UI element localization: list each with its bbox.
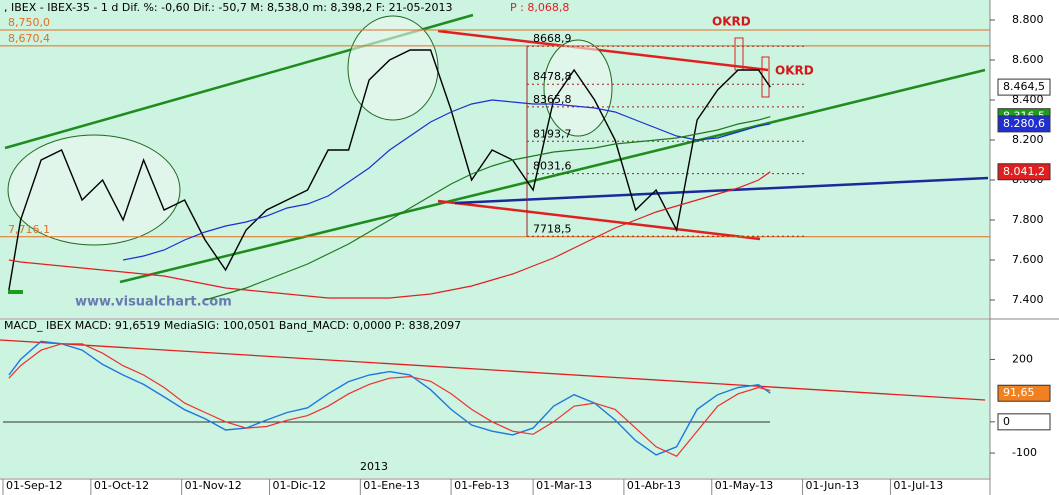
x-tick-label: 01-Feb-13 bbox=[454, 479, 509, 492]
x-tick-label: 01-Oct-12 bbox=[94, 479, 149, 492]
marker bbox=[761, 56, 770, 98]
price-label-box bbox=[997, 78, 1051, 96]
x-tick-label: 01-May-13 bbox=[715, 479, 773, 492]
retracement-label: 8365,8 bbox=[533, 93, 572, 106]
price-label: 8.280,6 bbox=[1003, 117, 1045, 130]
price-label-box bbox=[997, 115, 1051, 133]
price-label: 91,65 bbox=[1003, 386, 1035, 399]
y-tick-label: 8.800 bbox=[1012, 13, 1044, 26]
x-tick-label: 01-Jul-13 bbox=[893, 479, 943, 492]
level-label: 8,670,4 bbox=[8, 32, 50, 45]
header-price: P : 8,068,8 bbox=[510, 1, 569, 14]
level-label: 8,750,0 bbox=[8, 16, 50, 29]
price-label: 8.464,5 bbox=[1003, 80, 1045, 93]
y-tick-label: 7.400 bbox=[1012, 293, 1044, 306]
level-label: 7,716,1 bbox=[8, 223, 50, 236]
y-tick-label: -100 bbox=[1012, 446, 1037, 459]
trendline bbox=[437, 29, 769, 72]
x-tick-label: 01-Mar-13 bbox=[536, 479, 592, 492]
x-tick-label: 01-Abr-13 bbox=[627, 479, 681, 492]
y-tick-label: 8.600 bbox=[1012, 53, 1044, 66]
annotation: OKRD bbox=[712, 15, 751, 29]
watermark: www.visualchart.com bbox=[75, 295, 232, 310]
y-tick-label: 8.400 bbox=[1012, 93, 1044, 106]
annotation: OKRD bbox=[775, 64, 814, 78]
trendline bbox=[437, 199, 761, 241]
y-tick-label: 200 bbox=[1012, 352, 1033, 365]
retracement-label: 8031,6 bbox=[533, 160, 572, 173]
ellipse bbox=[543, 39, 613, 137]
x-tick-label: 01-Nov-12 bbox=[185, 479, 242, 492]
macd-panel bbox=[0, 320, 990, 478]
price-label-box bbox=[997, 413, 1051, 431]
series-line bbox=[122, 99, 771, 261]
x-tick-label: 01-Jun-13 bbox=[806, 479, 860, 492]
retracement-label: 8668,9 bbox=[533, 32, 572, 45]
series-line bbox=[8, 343, 771, 457]
series-line bbox=[8, 49, 771, 291]
x-tick-label: 01-Ene-13 bbox=[363, 479, 420, 492]
y-tick-label: 7.800 bbox=[1012, 213, 1044, 226]
header-title: , IBEX - IBEX-35 - 1 d Dif. %: -0,60 Dif… bbox=[4, 1, 453, 14]
trendline bbox=[0, 339, 986, 401]
price-label-box bbox=[997, 384, 1051, 402]
series-line bbox=[8, 171, 771, 299]
trendline bbox=[454, 176, 989, 205]
price-label-box bbox=[997, 163, 1051, 181]
y-tick-label: 8.200 bbox=[1012, 133, 1044, 146]
y-tick-label: 7.600 bbox=[1012, 253, 1044, 266]
x-tick-label: 01-Dic-12 bbox=[273, 479, 327, 492]
series-line bbox=[8, 340, 771, 456]
trendline bbox=[119, 68, 986, 284]
ellipse bbox=[347, 15, 439, 121]
x-tick-label: 01-Sep-12 bbox=[6, 479, 63, 492]
price-label: 8.041,2 bbox=[1003, 165, 1045, 178]
price-label: 0 bbox=[1003, 415, 1010, 428]
marker bbox=[8, 290, 23, 294]
macd-title: MACD_ IBEX MACD: 91,6519 MediaSIG: 100,0… bbox=[4, 319, 461, 332]
retracement-label: 8478,8 bbox=[533, 70, 572, 83]
series-line bbox=[204, 116, 771, 301]
retracement-label: 8193,7 bbox=[533, 127, 572, 140]
year-label: 2013 bbox=[360, 460, 388, 473]
retracement-label: 7718,5 bbox=[533, 222, 572, 235]
drawings bbox=[0, 13, 989, 423]
ellipse bbox=[7, 134, 181, 246]
